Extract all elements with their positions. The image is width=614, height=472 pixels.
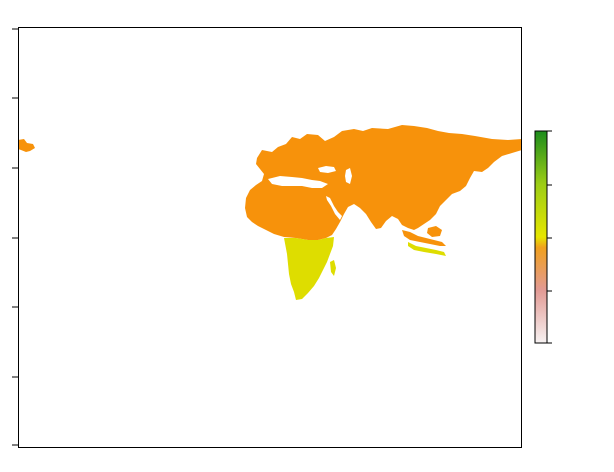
borneo-island [427, 226, 442, 237]
southern-africa-region [284, 237, 334, 300]
legend-ticks [547, 130, 552, 344]
southeast-asia-islands [402, 230, 446, 246]
eurasia-north-africa-region [245, 125, 522, 240]
legend-color-bar [534, 130, 548, 344]
y-axis-ticks [12, 28, 18, 446]
alaska-fragment [18, 139, 35, 152]
arabian-sea-gap [354, 206, 366, 222]
black-sea [318, 166, 336, 173]
mediterranean-sea [268, 176, 328, 188]
red-sea-gulf [326, 196, 342, 220]
madagascar-island [330, 260, 336, 276]
caspian-sea [345, 168, 352, 184]
indonesia-yellow-islands [408, 242, 446, 256]
map-plot-frame [18, 27, 522, 448]
